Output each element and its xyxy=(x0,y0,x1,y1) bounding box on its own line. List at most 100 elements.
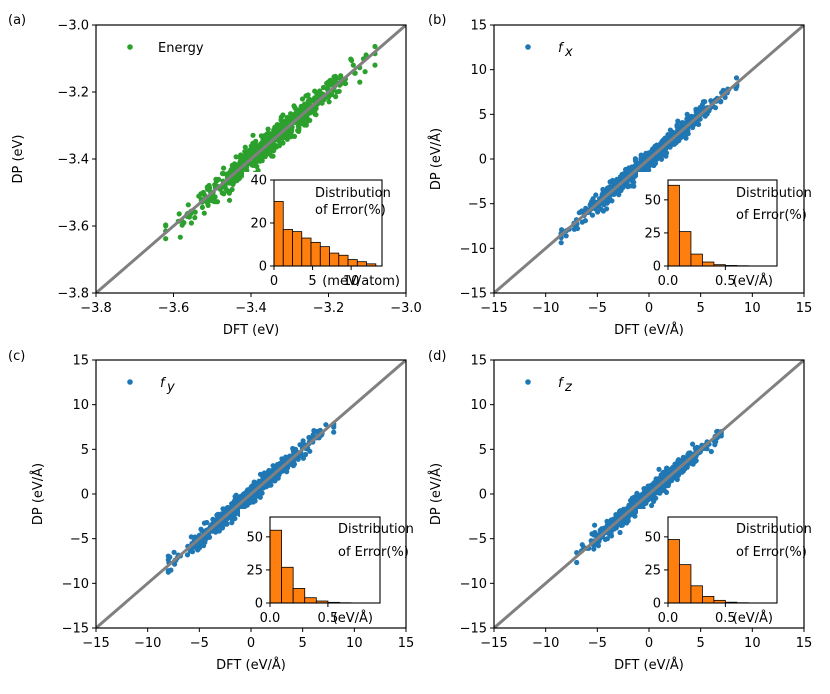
data-point xyxy=(310,432,316,438)
data-point xyxy=(638,492,645,498)
data-point xyxy=(595,209,601,215)
data-point xyxy=(713,439,719,445)
inset-y-tick-label: 50 xyxy=(246,530,263,545)
data-point xyxy=(587,201,594,207)
x-tick-label: 0 xyxy=(645,636,653,651)
data-point xyxy=(224,188,231,194)
data-point xyxy=(311,428,317,434)
data-point xyxy=(242,144,248,150)
histogram-bar xyxy=(667,184,680,267)
data-point xyxy=(617,529,623,536)
x-tick-label: −3.8 xyxy=(80,301,112,316)
data-point xyxy=(599,526,605,532)
panel-b: (b) −15 −10 −5 0 5 10 15 −15 −10 −5 0 5 10 15 DFT (eV/Å… xyxy=(428,13,812,338)
data-point xyxy=(298,453,304,459)
inset-title-line-1: Distribution xyxy=(315,186,391,201)
data-point xyxy=(276,143,282,149)
inset-x-tick-label: 0.5 xyxy=(715,611,736,626)
data-point xyxy=(275,122,281,128)
x-tick-label: 15 xyxy=(398,636,415,651)
data-point xyxy=(312,88,318,94)
data-point xyxy=(733,75,740,81)
x-tick-label: −5 xyxy=(588,636,607,651)
inset-x-tick-label: 0.0 xyxy=(658,611,679,626)
inset-title-line-1: Distribution xyxy=(736,522,812,537)
data-point xyxy=(245,500,251,506)
x-tick-label: 15 xyxy=(796,636,813,651)
data-point xyxy=(652,160,659,166)
x-axis-label: DFT (eV/Å) xyxy=(614,657,684,673)
data-point xyxy=(372,43,378,50)
histogram-bar xyxy=(282,229,293,267)
data-point xyxy=(215,511,221,517)
data-point xyxy=(250,132,256,138)
data-point xyxy=(261,470,267,476)
data-point xyxy=(363,52,369,58)
x-tick-label: −10 xyxy=(134,636,161,651)
panel-label: (a) xyxy=(8,13,26,28)
diagonal-line xyxy=(494,360,804,628)
data-point xyxy=(357,79,363,85)
y-tick-label: −5 xyxy=(468,197,487,212)
histogram-bar xyxy=(304,597,317,604)
data-point xyxy=(656,466,662,472)
y-axis-label: DP (eV/Å) xyxy=(428,463,444,525)
data-point xyxy=(298,103,304,109)
x-tick-label: −5 xyxy=(190,636,209,651)
y-tick-label: −3.6 xyxy=(57,220,89,235)
x-tick-label: −15 xyxy=(480,301,507,316)
data-point xyxy=(320,84,327,91)
y-tick-label: 5 xyxy=(479,443,487,458)
inset-y-tick-label: 50 xyxy=(644,530,661,545)
y-axis-label: DP (eV) xyxy=(11,134,26,183)
data-point xyxy=(695,121,701,127)
x-tick-label: −5 xyxy=(588,301,607,316)
data-point xyxy=(331,429,337,435)
data-point xyxy=(638,152,644,158)
data-point xyxy=(658,156,665,162)
inset-y-tick-label: 50 xyxy=(644,193,661,208)
inset-x-tick-label: 0.0 xyxy=(260,611,281,626)
data-point xyxy=(372,62,378,68)
legend-subscript: y xyxy=(166,380,175,395)
data-point xyxy=(228,515,234,522)
data-point xyxy=(257,490,264,496)
histogram-bar xyxy=(281,566,294,604)
inset-unit-label: (eV/Å) xyxy=(333,610,373,626)
data-point xyxy=(237,494,243,501)
data-point xyxy=(184,552,191,558)
data-point xyxy=(657,475,663,481)
data-point xyxy=(600,190,606,196)
diagonal-line xyxy=(494,25,804,293)
data-point xyxy=(331,74,337,80)
x-tick-label: −3.0 xyxy=(390,301,422,316)
y-tick-label: −10 xyxy=(460,242,487,257)
y-tick-label: 0 xyxy=(479,153,487,168)
data-point xyxy=(690,441,696,447)
histogram-bar xyxy=(702,261,715,267)
y-tick-label: −15 xyxy=(460,622,487,637)
data-point xyxy=(684,116,690,122)
y-tick-label: 0 xyxy=(479,488,487,503)
inset-histogram: 0 5 10 0 20 40 Distribution of Error(%) (meV/ato… xyxy=(244,172,400,289)
data-point xyxy=(245,153,251,160)
y-tick-label: 0 xyxy=(81,488,89,503)
histogram-bar xyxy=(292,588,306,604)
data-point xyxy=(348,56,354,62)
data-point xyxy=(272,144,279,150)
panel-d: (d) −15 −10 −5 0 5 10 15 −15 −10 −5 0 5 10 15 DFT (eV/Å… xyxy=(428,349,812,673)
histogram-bar xyxy=(667,539,680,604)
data-point xyxy=(204,519,210,526)
histogram-bar xyxy=(690,585,703,604)
data-point xyxy=(291,103,297,109)
data-point xyxy=(333,94,339,100)
data-point xyxy=(296,107,302,113)
x-axis-label: DFT (eV) xyxy=(223,323,279,338)
y-tick-label: 15 xyxy=(72,354,89,369)
data-point xyxy=(592,522,598,528)
y-tick-label: −5 xyxy=(70,532,89,547)
data-point xyxy=(362,69,368,75)
data-point xyxy=(281,122,287,128)
x-axis-label: DFT (eV/Å) xyxy=(614,322,684,338)
inset-title-line-2: of Error(%) xyxy=(315,203,386,218)
